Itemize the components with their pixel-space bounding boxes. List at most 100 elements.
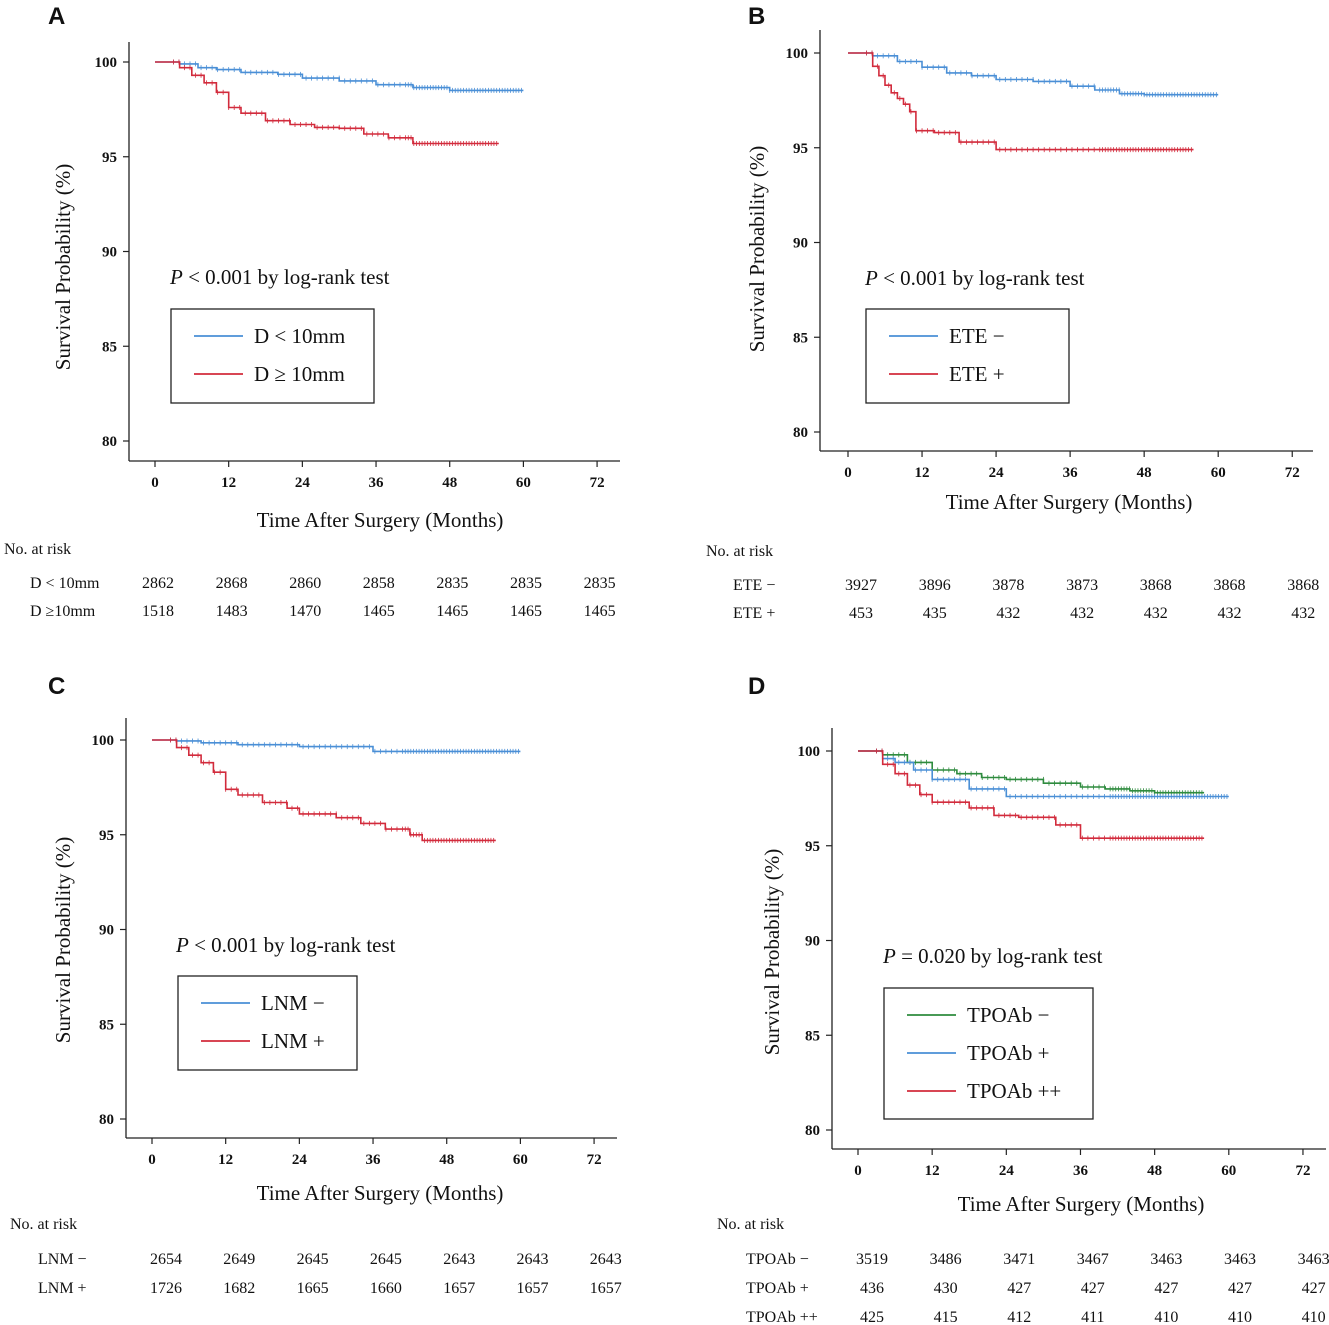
risk-count: 3868 xyxy=(1140,577,1172,594)
risk-row-label: D < 10mm xyxy=(30,575,100,592)
risk-count: 1465 xyxy=(584,603,616,620)
risk-count: 427 xyxy=(1081,1280,1105,1297)
y-tick-label: 95 xyxy=(102,150,117,166)
y-tick-label: 80 xyxy=(805,1123,820,1139)
y-tick-label: 90 xyxy=(793,236,808,252)
y-tick-label: 95 xyxy=(793,141,808,157)
risk-count: 3463 xyxy=(1224,1251,1256,1268)
x-tick-label: 60 xyxy=(1221,1163,1236,1179)
x-axis-title: Time After Surgery (Months) xyxy=(958,1192,1205,1216)
legend: D < 10mm D ≥ 10mm xyxy=(170,308,375,404)
y-axis-title: Survival Probability (%) xyxy=(51,164,75,370)
x-tick-label: 24 xyxy=(989,465,1005,481)
y-tick-label: 95 xyxy=(99,828,114,844)
risk-row-label: ETE − xyxy=(733,577,775,594)
panel-d: D 80 85 90 95 100 0 12 24 36 48 60 72 Time After Surg… xyxy=(717,673,1329,1325)
panel-a: A 80 85 90 95 100 0 12 24 36 48 60 72 Time After Surg… xyxy=(4,3,620,620)
risk-count: 3463 xyxy=(1298,1251,1329,1268)
x-tick-label: 12 xyxy=(221,475,236,491)
p-symbol: P xyxy=(864,266,878,290)
risk-count: 3467 xyxy=(1077,1251,1109,1268)
risk-count: 1682 xyxy=(223,1280,255,1297)
x-tick-label: 24 xyxy=(999,1163,1015,1179)
x-tick-label: 60 xyxy=(513,1152,528,1168)
x-tick-label: 60 xyxy=(1211,465,1226,481)
legend-label: ETE + xyxy=(949,362,1005,386)
survival-curve xyxy=(152,739,496,842)
risk-count: 410 xyxy=(1228,1309,1252,1325)
survival-curve xyxy=(848,52,1194,151)
risk-count: 2654 xyxy=(150,1251,182,1268)
panel-letter: C xyxy=(48,673,65,700)
legend-label: TPOAb ++ xyxy=(967,1079,1061,1103)
x-tick-label: 72 xyxy=(1285,465,1300,481)
legend-box xyxy=(865,308,1070,404)
risk-count: 2835 xyxy=(510,575,542,592)
y-tick-label: 90 xyxy=(102,245,117,261)
risk-table-title: No. at risk xyxy=(717,1216,784,1233)
x-tick-label: 36 xyxy=(366,1152,382,1168)
risk-count: 436 xyxy=(860,1280,884,1297)
risk-count: 411 xyxy=(1081,1309,1104,1325)
x-axis-title: Time After Surgery (Months) xyxy=(946,490,1193,514)
x-tick-label: 48 xyxy=(1147,1163,1162,1179)
y-tick-label: 85 xyxy=(99,1017,114,1033)
risk-row-label: LNM − xyxy=(38,1251,87,1268)
x-tick-label: 12 xyxy=(925,1163,940,1179)
x-tick-label: 0 xyxy=(151,475,159,491)
p-symbol: P xyxy=(169,265,183,289)
risk-count: 3486 xyxy=(930,1251,962,1268)
log-rank-annotation: P < 0.001 by log-rank test xyxy=(175,933,396,957)
series-d10mm xyxy=(155,59,524,93)
risk-count: 432 xyxy=(996,605,1020,622)
risk-count: 3471 xyxy=(1003,1251,1035,1268)
risk-count: 3873 xyxy=(1066,577,1098,594)
y-tick-label: 80 xyxy=(793,425,808,441)
risk-count: 3868 xyxy=(1214,577,1246,594)
risk-count: 1465 xyxy=(363,603,395,620)
p-symbol: P xyxy=(882,944,896,968)
risk-count: 1726 xyxy=(150,1280,182,1297)
y-tick-label: 85 xyxy=(805,1028,820,1044)
x-tick-label: 60 xyxy=(516,475,531,491)
survival-curve xyxy=(848,52,1219,96)
x-tick-label: 36 xyxy=(1073,1163,1089,1179)
series-tpoab+ xyxy=(858,748,1229,799)
series-ete+ xyxy=(848,50,1194,153)
risk-count: 2643 xyxy=(517,1251,549,1268)
legend-label: TPOAb + xyxy=(967,1041,1049,1065)
legend-label: TPOAb − xyxy=(967,1003,1049,1027)
risk-count: 1657 xyxy=(590,1280,622,1297)
risk-count: 2645 xyxy=(370,1251,402,1268)
risk-count: 1518 xyxy=(142,603,174,620)
y-tick-label: 100 xyxy=(95,55,118,71)
y-tick-label: 100 xyxy=(92,733,115,749)
survival-curve xyxy=(155,61,524,92)
survival-curve xyxy=(155,61,499,145)
risk-table: No. at risk TPOAb − 3519 3486 3471 3467 3463 34… xyxy=(717,1216,1329,1325)
risk-count: 427 xyxy=(1228,1280,1252,1297)
risk-count: 2862 xyxy=(142,575,174,592)
risk-table: No. at risk D < 10mm 2862 2868 2860 2858 2835 2… xyxy=(4,541,616,620)
panel-letter: D xyxy=(748,673,765,700)
risk-count: 2835 xyxy=(436,575,468,592)
p-value-text: < 0.001 by log-rank test xyxy=(183,265,390,289)
risk-table-title: No. at risk xyxy=(10,1216,77,1233)
risk-count: 430 xyxy=(934,1280,958,1297)
y-tick-label: 80 xyxy=(102,434,117,450)
risk-count: 3927 xyxy=(845,577,877,594)
risk-count: 432 xyxy=(1291,605,1315,622)
p-value-text: = 0.020 by log-rank test xyxy=(896,944,1103,968)
p-value-text: < 0.001 by log-rank test xyxy=(189,933,396,957)
risk-count: 1665 xyxy=(297,1280,329,1297)
risk-count: 2835 xyxy=(584,575,616,592)
risk-count: 2643 xyxy=(590,1251,622,1268)
risk-table-title: No. at risk xyxy=(4,541,71,558)
x-tick-label: 48 xyxy=(1137,465,1152,481)
legend-label: D < 10mm xyxy=(254,324,345,348)
y-tick-label: 95 xyxy=(805,839,820,855)
series-tpoab++ xyxy=(858,748,1205,841)
series-lnm+ xyxy=(152,737,496,843)
risk-count: 435 xyxy=(923,605,947,622)
y-axis-title: Survival Probability (%) xyxy=(745,146,769,352)
